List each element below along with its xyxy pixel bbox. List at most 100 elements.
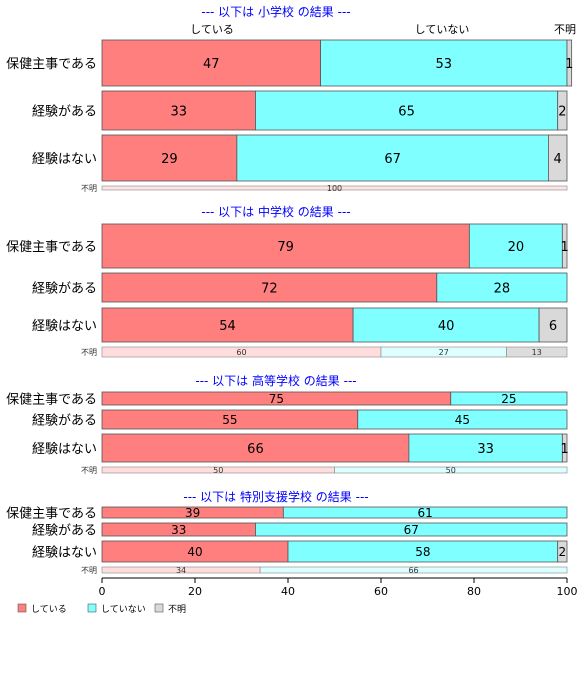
row-label: 経験がある (32, 105, 97, 120)
bar-row: 保健主事である 39 61 (6, 506, 568, 522)
unknown-row-value: 50 (213, 466, 223, 475)
bar-row: 経験はない 29 67 4 (32, 134, 568, 182)
panel-title: --- 以下は 小学校 の結果 --- (201, 4, 350, 19)
unknown-row-value: 34 (176, 566, 186, 575)
bar-value-label: 28 (494, 281, 511, 296)
x-tick-label: 60 (374, 585, 388, 598)
unknown-row-label: 不明 (81, 566, 97, 575)
bar-segment (557, 540, 568, 563)
unknown-row-label: 不明 (81, 184, 97, 193)
panel-2: --- 以下は 中学校 の結果 --- 保健主事である 79 20 1 経験がある 72 28… (6, 204, 569, 358)
legend-swatch (87, 603, 97, 613)
row-label: 経験はない (32, 319, 97, 334)
bar-segment (538, 307, 568, 343)
bar-value-label: 58 (415, 545, 430, 559)
row-label: 経験がある (32, 414, 97, 429)
unknown-row: 不明 50 50 (81, 466, 568, 475)
bar-value-label: 1 (565, 57, 573, 72)
bar-value-label: 1 (561, 240, 569, 255)
x-tick-label: 80 (467, 585, 481, 598)
bar-value-label: 75 (269, 392, 284, 406)
panel-1: --- 以下は 小学校 の結果 --- 保健主事である 47 53 1 経験がある 33 65… (6, 4, 573, 193)
bar-value-label: 61 (418, 506, 433, 520)
bar-value-label: 67 (384, 152, 401, 167)
legend-label: 不明 (168, 604, 186, 615)
bar-segment (320, 39, 568, 87)
bar-value-label: 47 (203, 57, 220, 72)
panel-title: --- 以下は 高等学校 の結果 --- (195, 373, 356, 388)
bar-value-label: 55 (222, 413, 237, 427)
bar-row: 経験がある 33 65 2 (32, 90, 568, 131)
bar-value-label: 4 (554, 152, 562, 167)
unknown-row-value: 27 (439, 348, 449, 357)
unknown-row-segment (334, 466, 568, 474)
bar-row: 経験がある 72 28 (32, 272, 568, 303)
legend-label: していない (101, 604, 146, 615)
bar-value-label: 33 (171, 523, 186, 537)
bar-value-label: 6 (549, 319, 557, 334)
bar-value-label: 33 (170, 104, 187, 119)
bar-segment (255, 522, 568, 537)
bar-value-label: 67 (404, 523, 419, 537)
row-label: 経験はない (32, 546, 97, 561)
bar-segment (282, 506, 568, 519)
legend-label: している (31, 604, 67, 615)
header-label-yes: している (190, 23, 234, 36)
row-label: 経験がある (32, 524, 97, 539)
x-tick-label: 100 (557, 585, 578, 598)
bar-value-label: 2 (558, 104, 566, 119)
bar-row: 保健主事である 75 25 (6, 391, 568, 408)
bar-value-label: 1 (561, 442, 569, 457)
bar-value-label: 65 (398, 104, 415, 119)
row-label: 経験はない (32, 152, 97, 167)
bar-row: 保健主事である 47 53 1 (6, 39, 573, 87)
unknown-row-segment (506, 346, 568, 358)
bar-value-label: 20 (508, 240, 525, 255)
bar-segment (561, 433, 568, 463)
row-label: 保健主事である (6, 57, 97, 72)
bar-segment (450, 391, 568, 406)
bar-value-label: 79 (277, 240, 294, 255)
unknown-row-segment (101, 185, 568, 191)
legend-swatch (17, 603, 27, 613)
bar-value-label: 40 (438, 319, 455, 334)
bar-segment (236, 134, 549, 182)
bar-row: 経験がある 33 67 (32, 522, 568, 539)
unknown-row-label: 不明 (81, 466, 97, 475)
unknown-row-value: 60 (236, 348, 246, 357)
bar-row: 経験がある 55 45 (32, 409, 568, 430)
bar-segment (548, 134, 568, 182)
bar-segment (101, 39, 321, 87)
bar-segment (101, 272, 438, 303)
row-label: 保健主事である (6, 507, 97, 522)
unknown-row-value: 50 (446, 466, 456, 475)
unknown-row-segment (259, 566, 568, 574)
bar-segment (101, 307, 354, 343)
unknown-row-value: 100 (327, 184, 342, 193)
bar-value-label: 66 (247, 442, 264, 457)
unknown-row: 不明 60 27 13 (81, 346, 568, 358)
bar-row: 経験はない 66 33 1 (32, 433, 569, 463)
bar-segment (468, 223, 563, 269)
row-label: 保健主事である (6, 240, 97, 255)
bar-segment (436, 272, 568, 303)
x-tick-label: 20 (188, 585, 202, 598)
header-label-unknown: 不明 (554, 23, 576, 36)
panel-4: --- 以下は 特別支援学校 の結果 --- 保健主事である 39 61 経験がある 33… (6, 489, 568, 575)
bar-value-label: 33 (477, 442, 494, 457)
panel-3: --- 以下は 高等学校 の結果 --- 保健主事である 75 25 経験がある 55 45… (6, 373, 569, 475)
bar-value-label: 25 (501, 392, 516, 406)
x-tick-label: 40 (281, 585, 295, 598)
bar-value-label: 39 (185, 506, 200, 520)
legend: している していない 不明 (17, 603, 186, 615)
unknown-row: 不明 34 66 (81, 566, 568, 575)
legend-swatch (154, 603, 164, 613)
bar-segment (101, 134, 238, 182)
bar-segment (408, 433, 563, 463)
bar-value-label: 2 (559, 545, 567, 559)
unknown-row-value: 66 (408, 566, 418, 575)
x-axis: 0 20 40 60 80 100 (99, 577, 578, 598)
bar-value-label: 40 (187, 545, 202, 559)
bar-row: 経験はない 54 40 6 (32, 307, 568, 343)
